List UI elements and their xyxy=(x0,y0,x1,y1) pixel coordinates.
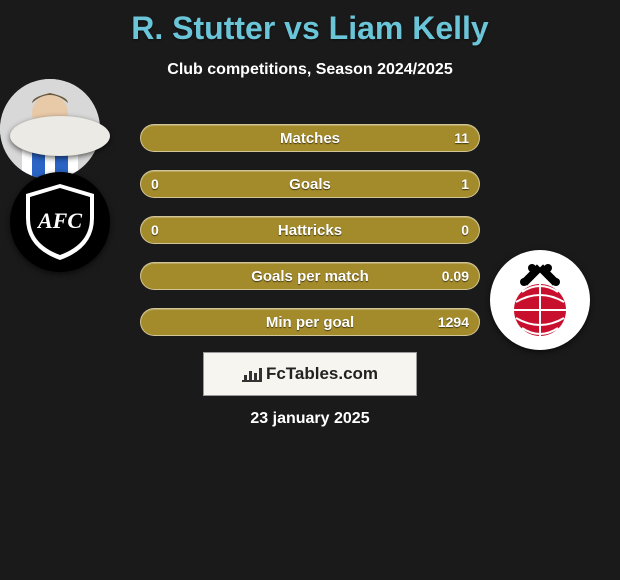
stat-label: Matches xyxy=(141,125,479,151)
stat-label: Goals per match xyxy=(141,263,479,289)
stat-value-left: 0 xyxy=(151,171,159,197)
stat-label: Goals xyxy=(141,171,479,197)
page-title: R. Stutter vs Liam Kelly xyxy=(0,0,620,47)
stat-label: Hattricks xyxy=(141,217,479,243)
chart-icon xyxy=(242,365,262,383)
stat-row: Min per goal1294 xyxy=(140,308,480,336)
comparison-stats: Matches11Goals01Hattricks00Goals per mat… xyxy=(140,124,480,354)
stat-row: Goals0 1 xyxy=(140,170,480,198)
stat-value-right: 1294 xyxy=(438,309,469,335)
stat-value-right: 1 xyxy=(461,171,469,197)
player-left-avatar xyxy=(10,116,110,156)
source-logo[interactable]: FcTables.com xyxy=(203,352,417,396)
stat-value-right: 11 xyxy=(454,125,469,151)
shield-icon: AFC xyxy=(18,180,102,264)
stat-value-right: 0.09 xyxy=(442,263,469,289)
date-label: 23 january 2025 xyxy=(0,410,620,428)
stat-row: Matches11 xyxy=(140,124,480,152)
club-left-badge: AFC xyxy=(10,172,110,272)
stat-value-right: 0 xyxy=(461,217,469,243)
stat-row: Goals per match0.09 xyxy=(140,262,480,290)
stat-value-left: 0 xyxy=(151,217,159,243)
subtitle: Club competitions, Season 2024/2025 xyxy=(0,61,620,79)
club-right-badge xyxy=(490,250,590,350)
stat-row: Hattricks0 0 xyxy=(140,216,480,244)
club-crest-icon xyxy=(498,258,582,342)
logo-text: FcTables.com xyxy=(266,364,378,384)
stat-label: Min per goal xyxy=(141,309,479,335)
svg-text:AFC: AFC xyxy=(36,208,82,233)
